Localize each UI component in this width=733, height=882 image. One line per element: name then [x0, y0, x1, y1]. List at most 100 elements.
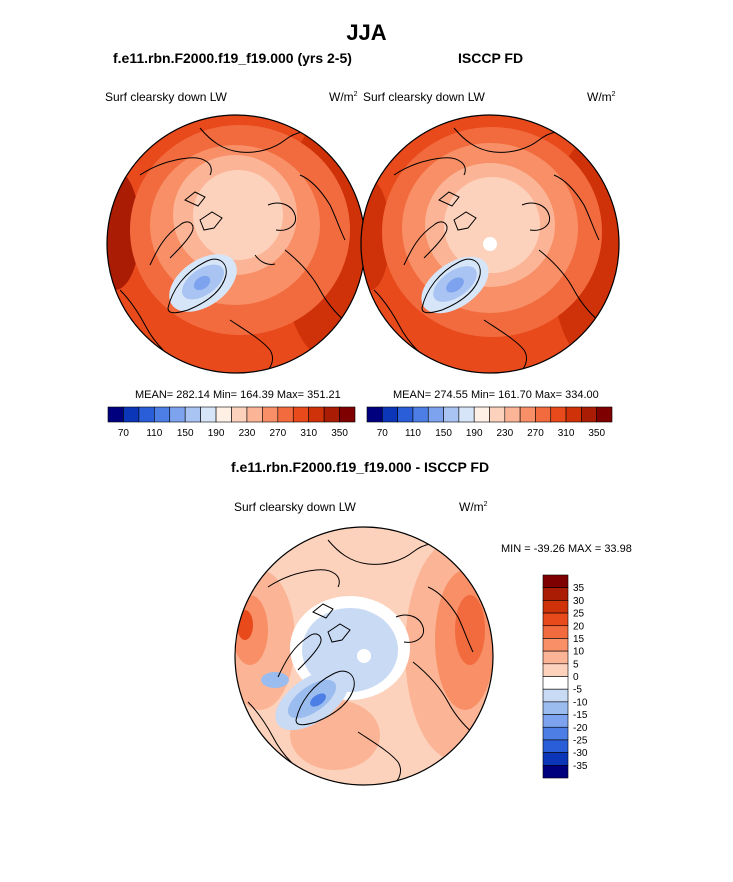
colorbar-panel2-tick-label: 230 — [496, 428, 513, 439]
colorbar-diff-swatch — [542, 726, 569, 741]
map3-pole-hole — [357, 649, 371, 663]
colorbar-diff-swatch — [542, 663, 569, 677]
colorbar-panel2-swatch — [397, 406, 414, 423]
colorbar-diff-tick-label: -10 — [573, 697, 588, 708]
colorbar-panel2-tick-label: 190 — [466, 428, 483, 439]
colorbar-panel2-swatch — [504, 406, 521, 423]
colorbar-panel1-swatch — [292, 406, 309, 423]
colorbar-panel2-tick-label: 150 — [435, 428, 452, 439]
colorbar-panel2-swatch — [596, 406, 613, 423]
colorbar-panel2-swatch — [489, 406, 506, 423]
colorbar-diff-swatch — [542, 638, 569, 652]
map3-border — [234, 526, 494, 786]
colorbar-diff-swatch — [542, 612, 569, 627]
colorbar-panel1-swatch — [107, 406, 124, 423]
colorbar-diff-tick-label: 35 — [573, 583, 585, 594]
colorbar-diff-swatch — [542, 752, 569, 766]
colorbar-diff-tick-label: 15 — [573, 634, 585, 645]
colorbar-panel1-tick-label: 190 — [208, 428, 225, 439]
colorbar-panel1-swatch — [184, 406, 201, 423]
colorbar-panel1-swatch — [339, 406, 356, 423]
colorbar-diff-tick-label: -30 — [573, 748, 588, 759]
map2-field-warm-west — [361, 180, 390, 290]
colorbar-diff-swatch — [542, 714, 569, 728]
colorbar-panel1-tick-label: 230 — [239, 428, 256, 439]
map2-field-greenland-core — [446, 277, 464, 293]
colorbar-panel2-swatch — [427, 406, 444, 423]
panel1-units: W/m2 — [329, 90, 358, 104]
colorbar-panel2-tick-label: 70 — [377, 428, 389, 439]
colorbar-panel1: 70 110 150 190 230 270 310 350 — [107, 406, 356, 439]
panel2-variable-label: Surf clearsky down LW — [363, 90, 485, 104]
map3-field-canada-cool — [261, 672, 289, 688]
map1 — [107, 115, 365, 373]
colorbar-panel1-swatch — [323, 406, 340, 423]
colorbar-panel1-swatch — [169, 406, 186, 423]
colorbar-panel2-swatch — [565, 406, 582, 423]
colorbar-panel2-swatch — [382, 406, 398, 423]
panel2-units: W/m2 — [587, 90, 616, 104]
panel3-stats: MIN = -39.26 MAX = 33.98 — [501, 543, 632, 555]
colorbar-diff-swatch — [542, 625, 569, 639]
colorbar-panel2-tick-label: 350 — [588, 428, 605, 439]
colorbar-panel1-tick-label: 110 — [146, 428, 162, 439]
colorbar-diff-swatch — [542, 676, 569, 690]
panel3-units: W/m2 — [459, 500, 488, 514]
colorbar-panel2-swatch — [581, 406, 597, 423]
colorbar-panel1-swatch — [138, 406, 155, 423]
colorbar-panel1-swatch — [246, 406, 263, 423]
colorbar-panel2: 70 110 150 190 230 270 310 350 — [366, 406, 613, 439]
map3 — [235, 527, 493, 785]
panel1-title: f.e11.rbn.F2000.f19_f19.000 (yrs 2-5) — [113, 50, 352, 66]
colorbar-diff-swatch — [542, 765, 569, 779]
colorbar-diff-tick-label: -25 — [573, 735, 588, 746]
colorbar-diff-swatch — [542, 574, 569, 588]
colorbar-diff-swatch — [542, 600, 569, 614]
colorbar-panel1-tick-label: 150 — [177, 428, 194, 439]
colorbar-panel2-swatch — [443, 406, 460, 423]
map3-field-greenland-cool3 — [310, 693, 326, 707]
main-title: JJA — [346, 20, 387, 45]
panel1-variable-label: Surf clearsky down LW — [105, 90, 227, 104]
colorbar-panel1-swatch — [200, 406, 217, 423]
panel3-title: f.e11.rbn.F2000.f19_f19.000 - ISCCP FD — [231, 459, 490, 475]
colorbar-diff-swatch — [542, 587, 569, 601]
map2 — [361, 115, 619, 373]
colorbar-panel2-swatch — [473, 406, 490, 423]
colorbar-diff-tick-label: 25 — [573, 609, 585, 620]
colorbar-diff-tick-label: 20 — [573, 621, 585, 632]
colorbar-diff-swatch — [542, 650, 569, 665]
colorbar-panel1-swatch — [154, 406, 171, 423]
colorbar-panel1-swatch — [231, 406, 248, 423]
colorbar-diff-swatch — [542, 688, 569, 703]
colorbar-diff-tick-label: 0 — [573, 672, 579, 683]
colorbar-panel2-tick-label: 310 — [558, 428, 575, 439]
map2-border — [360, 114, 620, 374]
colorbar-panel1-tick-label: 350 — [331, 428, 348, 439]
map1-field-warm-west — [107, 170, 140, 290]
colorbar-diff-swatch — [542, 701, 569, 715]
panel3-variable-label: Surf clearsky down LW — [234, 500, 356, 514]
map3-field-west-warm3 — [237, 610, 253, 640]
colorbar-panel1-swatch — [308, 406, 325, 423]
colorbar-diff-tick-label: 30 — [573, 596, 585, 607]
colorbar-panel2-swatch — [519, 406, 536, 423]
map3-field-east-warm3 — [455, 595, 485, 665]
map1-field-greenland-core — [193, 275, 211, 291]
colorbar-panel1-swatch — [215, 406, 232, 423]
colorbar-panel1-swatch — [277, 406, 294, 423]
colorbar-diff-tick-label: -15 — [573, 710, 588, 721]
colorbar-panel1-swatch — [123, 406, 140, 423]
colorbar-panel2-tick-label: 110 — [405, 428, 421, 439]
panel1-stats: MEAN= 282.14 Min= 164.39 Max= 351.21 — [135, 389, 341, 401]
map2-pole-hole — [483, 237, 497, 251]
colorbar-diff-tick-label: 5 — [573, 659, 579, 670]
colorbar-panel2-swatch — [366, 406, 383, 423]
colorbar-panel1-tick-label: 270 — [269, 428, 286, 439]
colorbar-panel1-tick-label: 310 — [300, 428, 317, 439]
colorbar-diff-tick-label: -35 — [573, 761, 588, 772]
colorbar-diff-swatch — [542, 739, 569, 753]
colorbar-diff-tick-label: 10 — [573, 647, 585, 658]
